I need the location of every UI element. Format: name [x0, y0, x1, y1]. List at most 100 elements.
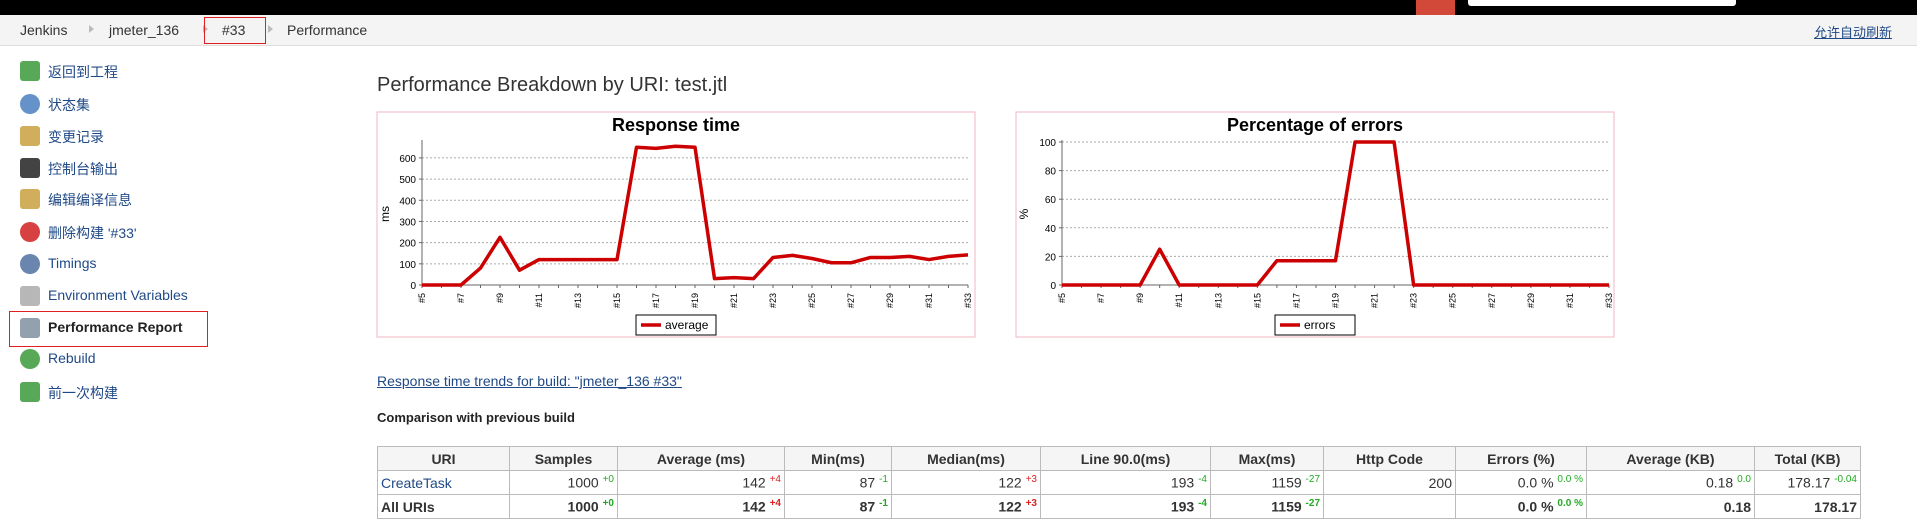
- y-tick-label: 0: [410, 281, 416, 292]
- chart-frame: [1015, 111, 1615, 338]
- cell-delta: +3: [1025, 498, 1037, 510]
- sidebar-link[interactable]: 返回到工程: [48, 64, 118, 80]
- x-tick-label: #19: [690, 293, 700, 308]
- cell-delta: +4: [769, 474, 781, 486]
- auto-refresh-link[interactable]: 允许自动刷新: [1814, 25, 1893, 40]
- sidebar-link[interactable]: 状态集: [48, 97, 90, 113]
- x-tick-label: #15: [612, 293, 622, 308]
- cell-delta: -4: [1198, 474, 1207, 486]
- sidebar-link[interactable]: Timings: [48, 255, 97, 271]
- table-cell: 0.18 0.0: [1586, 470, 1755, 495]
- y-tick-label: 200: [399, 239, 416, 250]
- sidebar-icon: [20, 61, 40, 81]
- column-header: Errors (%): [1455, 446, 1587, 471]
- cell-value: 122: [998, 498, 1022, 515]
- y-tick-label: 600: [399, 154, 416, 165]
- sidebar-icon: [20, 222, 40, 242]
- column-header: Line 90.0(ms): [1040, 446, 1211, 471]
- badge: [1416, 0, 1455, 15]
- column-header: Http Code: [1323, 446, 1456, 471]
- x-tick-label: #7: [1096, 293, 1106, 303]
- highlight-box: [204, 17, 266, 44]
- cell-delta: -1: [879, 498, 888, 510]
- cell-delta: -27: [1305, 474, 1320, 486]
- y-tick-label: 100: [1039, 138, 1056, 149]
- page-heading: Performance Breakdown by URI: test.jtl: [377, 74, 728, 96]
- cell-delta: 0.0: [1737, 474, 1751, 486]
- x-tick-label: #31: [924, 293, 934, 308]
- x-tick-label: #27: [1487, 293, 1497, 308]
- y-tick-label: 60: [1045, 195, 1057, 206]
- breadcrumb[interactable]: jmeter_136: [109, 22, 180, 38]
- breadcrumb[interactable]: Performance: [287, 22, 368, 38]
- column-header: Max(ms): [1210, 446, 1324, 471]
- x-tick-label: #13: [1213, 293, 1223, 308]
- y-tick-label: 100: [399, 260, 416, 271]
- sidebar-icon: [20, 126, 40, 146]
- table-cell: 122 +3: [891, 470, 1041, 495]
- header-row: URI Samples Average (ms) Min(ms) Median(ms) L…: [377, 446, 1861, 471]
- uri-link[interactable]: CreateTask: [381, 474, 452, 491]
- sidebar-link[interactable]: Performance Report: [48, 319, 183, 335]
- y-tick-label: 400: [399, 196, 416, 207]
- table-cell: 87 -1: [784, 470, 892, 495]
- x-tick-label: #25: [1448, 293, 1458, 308]
- search-box[interactable]: [1468, 0, 1736, 6]
- table-cell: 142 +4: [617, 494, 785, 519]
- table-cell: 1000 +0: [509, 494, 618, 519]
- sidebar-link[interactable]: 删除构建 '#33': [48, 225, 137, 241]
- table-cell: All URIs: [377, 494, 510, 519]
- sidebar-link[interactable]: Rebuild: [48, 350, 96, 366]
- table-cell: 1000 +0: [509, 470, 618, 495]
- cell-delta: -0.04: [1834, 474, 1857, 486]
- x-tick-label: #7: [456, 293, 466, 303]
- x-tick-label: #9: [1135, 293, 1145, 303]
- cell-value: 193: [1170, 474, 1195, 491]
- separator: [203, 25, 208, 33]
- sidebar-link[interactable]: 变更记录: [48, 129, 104, 145]
- x-tick-label: #29: [1526, 293, 1536, 308]
- comparison-title: Comparison with previous build: [377, 410, 575, 425]
- x-tick-label: #13: [573, 293, 583, 308]
- column-header: Total (KB): [1754, 446, 1861, 471]
- table-cell: 0.0 % 0.0 %: [1455, 494, 1587, 519]
- breadcrumb[interactable]: Jenkins: [20, 22, 68, 38]
- sidebar-link[interactable]: Environment Variables: [48, 287, 188, 303]
- cell-delta: 0.0 %: [1557, 474, 1583, 486]
- column-header: Average (ms): [617, 446, 785, 471]
- x-tick-label: #31: [1565, 293, 1575, 308]
- table-cell: 1159 -27: [1210, 494, 1324, 519]
- sidebar-link[interactable]: 控制台输出: [48, 161, 118, 177]
- cell-value: 1159: [1271, 498, 1302, 515]
- x-tick-label: #11: [534, 293, 544, 307]
- highlight-box: [9, 311, 208, 347]
- x-tick-label: #17: [651, 293, 661, 308]
- chart-title: Percentage of errors: [1227, 115, 1403, 135]
- x-tick-label: #21: [729, 293, 739, 308]
- x-tick-label: #25: [807, 293, 817, 308]
- table-cell: 0.18: [1586, 494, 1755, 519]
- breadcrumb[interactable]: #33: [222, 22, 246, 38]
- cell-value: 142: [742, 474, 766, 491]
- cell-value: 122: [998, 474, 1022, 491]
- cell-delta: +0: [602, 474, 614, 486]
- sidebar-icon: [20, 158, 40, 178]
- series-line: [1062, 140, 1609, 287]
- table-cell: 193 -4: [1040, 470, 1211, 495]
- sidebar-link[interactable]: 前一次构建: [48, 385, 118, 401]
- table-cell: 87 -1: [784, 494, 892, 519]
- cell-delta: 0.0 %: [1557, 498, 1583, 510]
- table-cell: 178.17: [1754, 494, 1861, 519]
- trend-link[interactable]: Response time trends for build: "jmeter_…: [377, 373, 682, 389]
- separator: [89, 25, 94, 33]
- separator: [268, 25, 273, 33]
- column-header: Min(ms): [784, 446, 892, 471]
- cell-value: 193: [1170, 498, 1195, 515]
- legend-box: [635, 314, 717, 336]
- sidebar-icon: [20, 318, 40, 338]
- table-cell: 0.0 % 0.0 %: [1455, 470, 1587, 495]
- x-tick-label: #21: [1370, 293, 1380, 308]
- chart-title: Response time: [612, 115, 740, 135]
- breadcrumb-bar: Jenkins jmeter_136 #33 Performance 允许自动刷…: [0, 15, 1917, 46]
- sidebar-link[interactable]: 编辑编译信息: [48, 192, 132, 208]
